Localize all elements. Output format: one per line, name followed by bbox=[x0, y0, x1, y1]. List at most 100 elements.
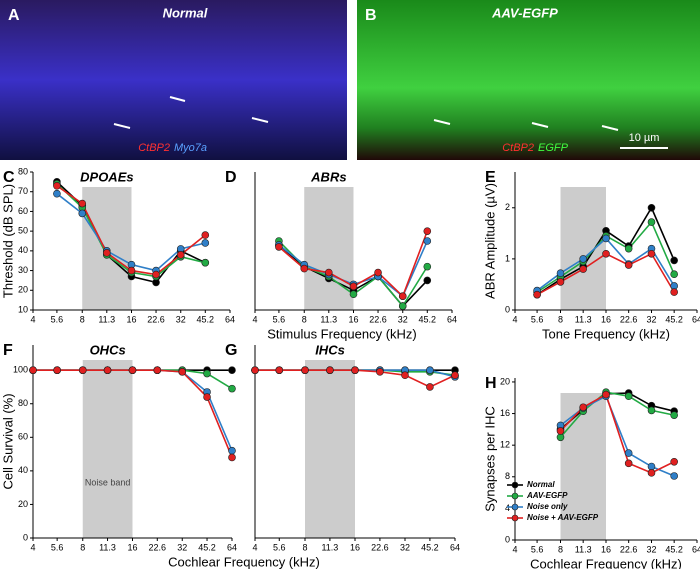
x-tick-label: 22.6 bbox=[371, 542, 389, 552]
data-point bbox=[423, 237, 432, 245]
panel-letter: F bbox=[3, 342, 13, 359]
data-point bbox=[647, 203, 656, 212]
y-tick-label: 0 bbox=[505, 534, 510, 544]
data-point bbox=[251, 366, 259, 374]
x-tick-label: 32 bbox=[176, 314, 186, 324]
x-tick-label: 64 bbox=[225, 314, 235, 324]
noise-band bbox=[304, 187, 354, 310]
data-point bbox=[29, 366, 37, 374]
x-tick-label: 4 bbox=[252, 314, 257, 324]
data-point bbox=[228, 366, 236, 374]
data-point bbox=[53, 182, 61, 190]
legend-swatch bbox=[511, 514, 519, 522]
x-tick-label: 5.6 bbox=[51, 542, 64, 552]
data-point bbox=[201, 239, 210, 247]
x-tick-label: 11.3 bbox=[575, 544, 592, 554]
x-tick-label: 8 bbox=[80, 542, 85, 552]
panel-title: DPOAEs bbox=[80, 169, 133, 184]
x-tick-label: 4 bbox=[512, 314, 517, 324]
data-point bbox=[128, 366, 137, 374]
data-point bbox=[670, 270, 678, 279]
x-tick-label: 11.3 bbox=[98, 314, 115, 324]
x-tick-label: 4 bbox=[30, 542, 35, 552]
x-tick-label: 45.2 bbox=[421, 542, 439, 552]
data-point bbox=[647, 249, 656, 258]
x-tick-label: 64 bbox=[450, 542, 460, 552]
data-point bbox=[78, 209, 87, 218]
data-point bbox=[78, 199, 87, 208]
data-point bbox=[602, 249, 610, 258]
data-point bbox=[349, 290, 358, 299]
data-point bbox=[647, 469, 656, 477]
noise-band bbox=[560, 393, 606, 540]
data-point bbox=[53, 366, 61, 374]
x-tick-label: 45.2 bbox=[419, 314, 437, 324]
stain-label: EGFP bbox=[538, 142, 569, 154]
x-tick-label: 5.6 bbox=[51, 314, 64, 324]
x-tick-label: 5.6 bbox=[531, 314, 544, 324]
x-tick-label: 11.3 bbox=[99, 542, 116, 552]
legend-swatch bbox=[511, 481, 519, 489]
x-tick-label: 5.6 bbox=[273, 542, 286, 552]
legend-label: AAV-EGFP bbox=[526, 491, 568, 500]
data-point bbox=[228, 446, 236, 455]
legend-swatch bbox=[511, 503, 519, 511]
data-point bbox=[451, 371, 459, 380]
panel-letter: D bbox=[225, 169, 237, 186]
data-point bbox=[670, 411, 678, 419]
data-point bbox=[556, 269, 565, 278]
data-point bbox=[275, 366, 284, 374]
x-tick-label: 32 bbox=[646, 544, 656, 554]
y-tick-label: 60 bbox=[18, 206, 28, 216]
annotation: Noise band bbox=[85, 477, 131, 487]
noise-band bbox=[82, 360, 133, 538]
y-tick-label: 80 bbox=[18, 398, 28, 408]
x-tick-label: 8 bbox=[558, 544, 563, 554]
y-tick-label: 12 bbox=[500, 440, 510, 450]
y-tick-label: 0 bbox=[505, 304, 510, 314]
y-tick-label: 8 bbox=[505, 471, 510, 481]
data-point bbox=[423, 262, 432, 271]
y-tick-label: 60 bbox=[18, 432, 28, 442]
y-axis-label: Cell Survival (%) bbox=[0, 393, 15, 489]
data-point bbox=[324, 268, 333, 277]
data-point bbox=[556, 433, 565, 442]
data-point bbox=[349, 282, 358, 291]
data-point bbox=[201, 258, 210, 267]
y-tick-label: 40 bbox=[18, 465, 28, 475]
data-point bbox=[376, 368, 384, 376]
x-tick-label: 22.6 bbox=[620, 314, 638, 324]
y-tick-label: 16 bbox=[500, 408, 510, 418]
data-point bbox=[602, 234, 610, 243]
y-tick-label: 1 bbox=[505, 253, 510, 263]
x-tick-label: 4 bbox=[252, 542, 257, 552]
y-tick-label: 40 bbox=[18, 245, 28, 255]
data-point bbox=[78, 366, 87, 374]
x-tick-label: 64 bbox=[692, 314, 700, 324]
data-point bbox=[102, 249, 111, 257]
x-tick-label: 64 bbox=[447, 314, 457, 324]
data-point bbox=[647, 218, 656, 226]
stain-label: Myo7a bbox=[174, 142, 207, 154]
data-point bbox=[203, 393, 211, 401]
data-point bbox=[201, 231, 210, 239]
y-tick-label: 20 bbox=[18, 499, 28, 509]
y-tick-label: 10 bbox=[18, 304, 28, 314]
x-tick-label: 8 bbox=[302, 542, 307, 552]
data-point bbox=[624, 459, 633, 468]
data-point bbox=[176, 251, 185, 259]
panel-letter: A bbox=[8, 7, 20, 24]
x-tick-label: 4 bbox=[30, 314, 35, 324]
x-tick-label: 32 bbox=[646, 314, 656, 324]
x-tick-label: 32 bbox=[398, 314, 408, 324]
stain-label: CtBP2 bbox=[138, 142, 170, 154]
y-axis-label: ABR Amplitude (µV) bbox=[482, 183, 497, 299]
panel-letter: C bbox=[3, 169, 15, 186]
data-point bbox=[203, 369, 211, 378]
x-axis-label: Cochlear Frequency (kHz) bbox=[530, 556, 682, 569]
legend-label: Noise only bbox=[527, 502, 568, 511]
x-tick-label: 64 bbox=[227, 542, 237, 552]
data-point bbox=[670, 288, 678, 296]
x-tick-label: 8 bbox=[558, 314, 563, 324]
